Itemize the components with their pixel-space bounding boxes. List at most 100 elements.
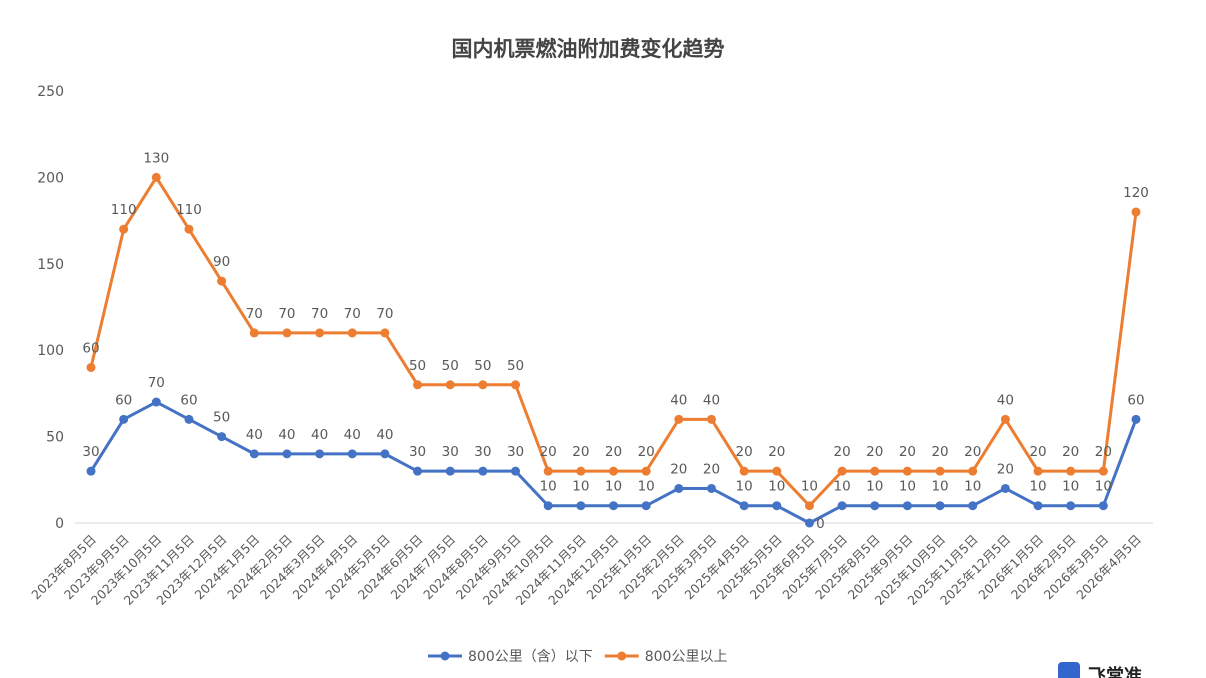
data-label: 40 <box>278 427 295 443</box>
data-label: 20 <box>899 444 916 460</box>
data-label: 20 <box>866 444 883 460</box>
data-label: 10 <box>931 479 948 495</box>
data-point <box>870 466 880 476</box>
data-point <box>249 449 259 459</box>
data-point <box>119 414 129 424</box>
data-label: 120 <box>1123 185 1149 201</box>
data-label: 60 <box>115 392 132 408</box>
chart-title: 国内机票燃油附加费变化趋势 <box>452 37 725 61</box>
data-point <box>119 224 129 234</box>
data-label: 50 <box>442 358 459 374</box>
watermark-box <box>1058 662 1080 678</box>
data-label: 70 <box>278 306 295 322</box>
y-tick-label: 250 <box>37 84 64 100</box>
data-point <box>315 449 325 459</box>
y-axis: 0 50 100 150 200 250 <box>37 84 64 532</box>
data-label: 110 <box>176 202 202 218</box>
data-label: 50 <box>409 358 426 374</box>
data-point <box>543 501 553 511</box>
data-label: 10 <box>1029 479 1046 495</box>
data-label: 20 <box>540 444 557 460</box>
data-point <box>1066 466 1076 476</box>
data-label: 40 <box>344 427 361 443</box>
data-point <box>1098 466 1108 476</box>
data-point <box>478 466 488 476</box>
data-label: 10 <box>1062 479 1079 495</box>
data-point <box>1131 414 1141 424</box>
data-point <box>674 414 684 424</box>
data-label: 20 <box>1095 444 1112 460</box>
data-point <box>706 414 716 424</box>
data-point <box>902 501 912 511</box>
data-point <box>151 397 161 407</box>
data-point <box>282 328 292 338</box>
data-point <box>543 466 553 476</box>
y-tick-label: 150 <box>37 257 64 273</box>
data-point <box>1000 414 1010 424</box>
data-label: 20 <box>997 461 1014 477</box>
data-label: 30 <box>507 444 524 460</box>
data-label: 110 <box>111 202 137 218</box>
data-label: 30 <box>442 444 459 460</box>
data-label: 10 <box>638 479 655 495</box>
data-label: 40 <box>376 427 393 443</box>
data-point <box>380 449 390 459</box>
y-tick-label: 50 <box>46 430 64 446</box>
data-point <box>1131 207 1141 217</box>
data-label: 20 <box>736 444 753 460</box>
data-label: 20 <box>703 461 720 477</box>
legend: 800公里（含）以下 800公里以上 <box>428 649 727 665</box>
data-point <box>511 466 521 476</box>
data-label: 60 <box>1127 392 1144 408</box>
data-point <box>217 276 227 286</box>
data-label: 30 <box>409 444 426 460</box>
data-point <box>837 501 847 511</box>
watermark-text: 飞常准 <box>1088 665 1142 678</box>
data-point <box>706 483 716 493</box>
data-label: 10 <box>572 479 589 495</box>
data-point <box>282 449 292 459</box>
data-label: 10 <box>736 479 753 495</box>
data-label: 0 <box>816 516 825 532</box>
data-point <box>478 380 488 390</box>
data-label: 130 <box>143 150 169 166</box>
data-label: 90 <box>213 254 230 270</box>
data-label: 40 <box>997 392 1014 408</box>
data-point <box>576 501 586 511</box>
data-label: 20 <box>670 461 687 477</box>
data-point <box>609 501 618 511</box>
watermark: 飞常准 <box>1058 662 1142 678</box>
x-axis: 2023年8月5日2023年9月5日2023年10月5日2023年11月5日20… <box>28 532 1144 608</box>
data-point <box>347 328 357 338</box>
data-label: 10 <box>801 479 818 495</box>
series-layer <box>86 172 1141 528</box>
data-point <box>413 466 423 476</box>
data-point <box>1098 501 1108 511</box>
data-point <box>151 172 161 182</box>
data-point <box>870 501 880 511</box>
data-label: 20 <box>931 444 948 460</box>
data-label: 20 <box>572 444 589 460</box>
data-point <box>576 466 586 476</box>
data-label: 70 <box>376 306 393 322</box>
data-point <box>739 466 749 476</box>
data-point <box>641 466 651 476</box>
data-point <box>511 380 521 390</box>
data-point <box>380 328 390 338</box>
data-point <box>413 380 423 390</box>
data-label: 20 <box>1029 444 1046 460</box>
data-point <box>935 501 945 511</box>
data-point <box>217 432 227 442</box>
data-label: 10 <box>540 479 557 495</box>
data-label: 10 <box>834 479 851 495</box>
data-point <box>772 466 782 476</box>
data-label: 10 <box>964 479 981 495</box>
data-point <box>641 501 651 511</box>
data-point <box>184 414 194 424</box>
data-label: 10 <box>899 479 916 495</box>
data-label: 20 <box>768 444 785 460</box>
data-label: 40 <box>703 392 720 408</box>
data-label: 20 <box>605 444 622 460</box>
data-label: 20 <box>638 444 655 460</box>
